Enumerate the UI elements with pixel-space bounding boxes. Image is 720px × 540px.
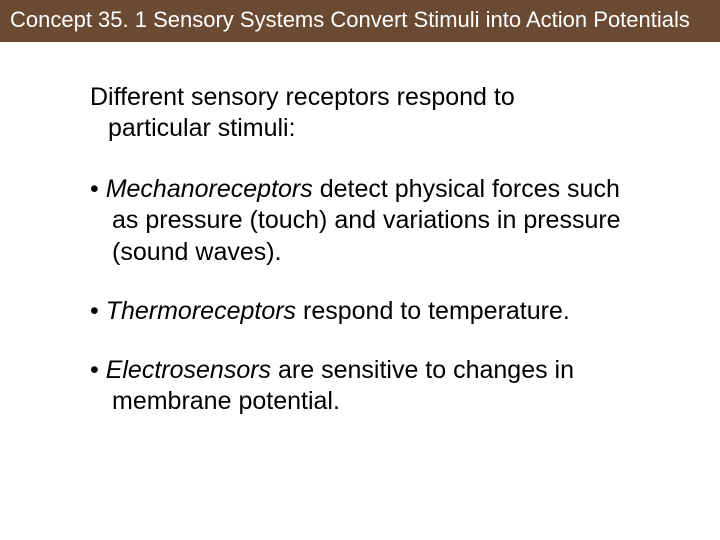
slide-title: Concept 35. 1 Sensory Systems Convert St… — [10, 7, 690, 32]
slide-header: Concept 35. 1 Sensory Systems Convert St… — [0, 0, 720, 42]
intro-line-2: particular stimuli: — [90, 113, 640, 144]
intro-line-1: Different sensory receptors respond to — [90, 82, 640, 113]
bullet-term: Thermoreceptors — [106, 297, 296, 325]
bullet-term: Electrosensors — [106, 356, 271, 384]
slide-body: Different sensory receptors respond to p… — [0, 42, 720, 418]
bullet-text: • Mechanoreceptors detect physical force… — [90, 175, 621, 266]
intro-text: Different sensory receptors respond to p… — [90, 82, 640, 145]
bullet-term: Mechanoreceptors — [106, 175, 313, 203]
bullet-rest: respond to temperature. — [296, 297, 570, 325]
bullet-item: • Mechanoreceptors detect physical force… — [90, 174, 640, 268]
bullet-item: • Electrosensors are sensitive to change… — [90, 355, 640, 418]
bullet-text: • Electrosensors are sensitive to change… — [90, 356, 574, 415]
bullet-text: • Thermoreceptors respond to temperature… — [90, 297, 570, 325]
bullet-item: • Thermoreceptors respond to temperature… — [90, 296, 640, 327]
